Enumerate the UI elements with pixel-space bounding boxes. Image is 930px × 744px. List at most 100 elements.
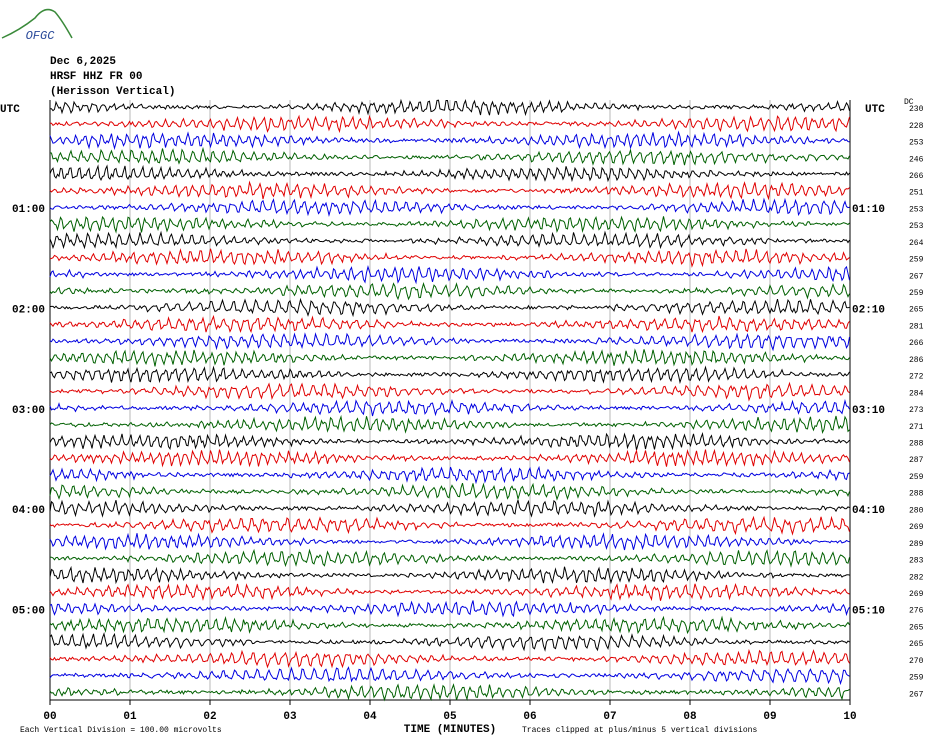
dc-offset: 259 bbox=[909, 289, 924, 298]
row-time-label: 05:10 bbox=[852, 606, 885, 618]
row-time-label: 04:00 bbox=[12, 505, 45, 517]
dc-offset: 251 bbox=[909, 189, 924, 198]
dc-offset: 281 bbox=[909, 322, 924, 331]
dc-offset: 276 bbox=[909, 607, 924, 616]
trace bbox=[49, 381, 850, 402]
row-time-label: 02:00 bbox=[12, 305, 45, 317]
logo: OFGC bbox=[26, 29, 56, 43]
dc-offset: 269 bbox=[909, 590, 924, 599]
trace bbox=[50, 114, 850, 134]
trace bbox=[49, 683, 850, 702]
dc-offset: 253 bbox=[909, 205, 924, 214]
dc-offset: 267 bbox=[909, 272, 924, 281]
x-tick-label: 02 bbox=[203, 711, 216, 723]
dc-offset: 267 bbox=[909, 690, 924, 699]
dc-offset: 266 bbox=[909, 172, 924, 181]
footer: Each Vertical Division = 100.00 microvol… bbox=[20, 726, 222, 735]
trace bbox=[49, 180, 850, 201]
x-axis-label: TIME (MINUTES) bbox=[404, 724, 496, 736]
dc-offset: 284 bbox=[909, 389, 924, 398]
x-tick-label: 07 bbox=[603, 711, 616, 723]
dc-offset: 265 bbox=[909, 640, 924, 649]
trace bbox=[49, 265, 850, 285]
trace bbox=[49, 314, 850, 334]
dc-offset: 259 bbox=[909, 473, 924, 482]
trace bbox=[49, 448, 850, 468]
trace bbox=[49, 130, 850, 151]
dc-offset: 272 bbox=[909, 373, 924, 382]
dc-offset: 264 bbox=[909, 239, 924, 248]
trace bbox=[49, 615, 850, 635]
row-time-label: UTC bbox=[0, 104, 20, 116]
trace bbox=[49, 332, 850, 352]
trace bbox=[49, 600, 850, 618]
dc-offset: 253 bbox=[909, 139, 924, 148]
trace bbox=[50, 98, 850, 117]
trace bbox=[49, 515, 850, 536]
x-tick-label: 03 bbox=[283, 711, 297, 723]
trace bbox=[49, 297, 850, 318]
trace bbox=[49, 281, 850, 301]
trace bbox=[49, 197, 850, 217]
dc-offset: 273 bbox=[909, 406, 924, 415]
dc-offset: 253 bbox=[909, 222, 924, 231]
trace bbox=[49, 666, 850, 686]
trace bbox=[49, 482, 850, 501]
row-time-label: 04:10 bbox=[852, 505, 885, 517]
dc-offset: 288 bbox=[909, 440, 924, 449]
trace bbox=[49, 465, 850, 485]
trace bbox=[49, 532, 850, 551]
dc-offset: 259 bbox=[909, 256, 924, 265]
row-time-label: 01:00 bbox=[12, 204, 45, 216]
footer: Traces clipped at plus/minus 5 vertical … bbox=[522, 726, 757, 735]
x-tick-label: 04 bbox=[363, 711, 377, 723]
x-tick-label: 08 bbox=[683, 711, 697, 723]
trace bbox=[49, 548, 850, 568]
dc-offset: 288 bbox=[909, 490, 924, 499]
dc-offset: 246 bbox=[909, 155, 924, 164]
dc-offset: 230 bbox=[909, 105, 924, 114]
trace bbox=[49, 348, 850, 367]
row-time-label: 02:10 bbox=[852, 305, 885, 317]
title-line: (Herisson Vertical) bbox=[50, 86, 175, 98]
dc-offset: 269 bbox=[909, 523, 924, 532]
dc-offset: 228 bbox=[909, 122, 924, 131]
dc-header: DC bbox=[904, 98, 914, 107]
dc-offset: 289 bbox=[909, 540, 924, 549]
row-time-label: 03:00 bbox=[12, 405, 45, 417]
trace bbox=[49, 414, 850, 435]
dc-offset: 283 bbox=[909, 557, 924, 566]
trace bbox=[49, 632, 850, 652]
x-tick-label: 00 bbox=[43, 711, 56, 723]
title-line: Dec 6,2025 bbox=[50, 56, 116, 68]
x-tick-label: 01 bbox=[123, 711, 137, 723]
x-tick-label: 10 bbox=[843, 711, 856, 723]
trace bbox=[49, 230, 850, 250]
logo-mark bbox=[1, 8, 73, 39]
dc-offset: 259 bbox=[909, 674, 924, 683]
dc-offset: 266 bbox=[909, 339, 924, 348]
row-time-label: 03:10 bbox=[852, 405, 885, 417]
trace bbox=[49, 583, 850, 602]
dc-offset: 287 bbox=[909, 456, 924, 465]
trace bbox=[49, 248, 850, 268]
x-tick-label: 05 bbox=[443, 711, 457, 723]
trace bbox=[49, 499, 850, 518]
trace bbox=[49, 215, 850, 234]
dc-offset: 286 bbox=[909, 356, 924, 365]
trace bbox=[49, 146, 850, 166]
title-line: HRSF HHZ FR 00 bbox=[50, 71, 142, 83]
dc-offset: 271 bbox=[909, 423, 924, 432]
trace bbox=[49, 431, 850, 451]
trace bbox=[49, 164, 850, 183]
row-time-label: 05:00 bbox=[12, 606, 45, 618]
dc-offset: 280 bbox=[909, 506, 924, 515]
x-tick-label: 09 bbox=[763, 711, 776, 723]
row-time-label: UTC bbox=[865, 104, 885, 116]
dc-offset: 282 bbox=[909, 573, 924, 582]
dc-offset: 265 bbox=[909, 623, 924, 632]
x-tick-label: 06 bbox=[523, 711, 536, 723]
trace bbox=[49, 365, 850, 385]
trace bbox=[49, 398, 850, 417]
